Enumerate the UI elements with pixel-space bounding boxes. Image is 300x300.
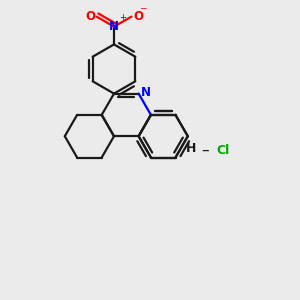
Text: N: N [141, 85, 151, 99]
Text: +: + [119, 13, 126, 22]
Text: O: O [85, 10, 95, 23]
Text: –: – [202, 142, 209, 158]
Text: H: H [186, 142, 196, 155]
Text: Cl: Cl [216, 143, 229, 157]
Text: N: N [109, 20, 119, 33]
Text: O: O [133, 10, 143, 23]
Text: −: − [139, 3, 147, 12]
